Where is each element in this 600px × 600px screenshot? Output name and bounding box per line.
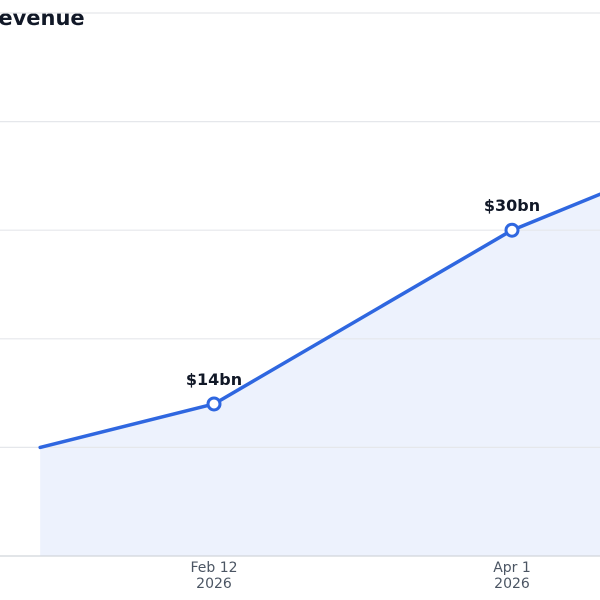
x-tick-label: 2026 bbox=[494, 576, 530, 592]
series-line bbox=[38, 192, 600, 450]
x-tick-label: Apr 1 bbox=[493, 560, 531, 576]
data-point-marker bbox=[504, 222, 520, 238]
data-label: $30bn bbox=[484, 196, 540, 215]
x-tick-label: Feb 12 bbox=[190, 560, 237, 576]
data-label: $14bn bbox=[186, 370, 242, 389]
data-point-marker bbox=[206, 396, 222, 412]
x-tick-label: 2026 bbox=[196, 576, 232, 592]
area-fill bbox=[40, 194, 600, 556]
chart-title: revenue bbox=[0, 6, 85, 30]
